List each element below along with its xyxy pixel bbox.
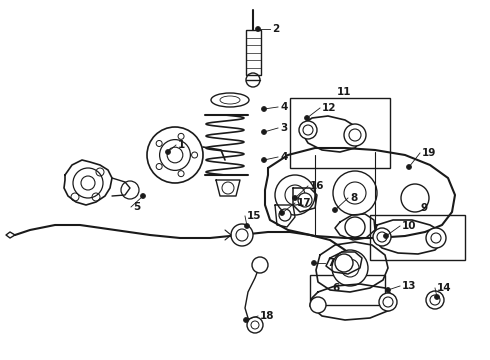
Circle shape xyxy=(345,217,365,237)
Text: 10: 10 xyxy=(402,221,416,231)
Circle shape xyxy=(262,158,267,162)
Circle shape xyxy=(344,124,366,146)
Text: 4: 4 xyxy=(280,102,287,112)
Text: 6: 6 xyxy=(332,283,339,293)
Text: 15: 15 xyxy=(247,211,262,221)
Circle shape xyxy=(293,195,297,201)
Circle shape xyxy=(279,211,285,216)
Circle shape xyxy=(275,175,315,215)
Text: 12: 12 xyxy=(322,103,337,113)
Circle shape xyxy=(252,257,268,273)
Circle shape xyxy=(333,207,338,212)
Text: 16: 16 xyxy=(310,181,324,191)
Text: 17: 17 xyxy=(297,198,312,208)
Bar xyxy=(310,275,385,305)
Circle shape xyxy=(141,194,146,198)
Text: 7: 7 xyxy=(327,258,334,268)
Text: 3: 3 xyxy=(280,123,287,133)
Circle shape xyxy=(386,288,391,292)
Circle shape xyxy=(426,228,446,248)
Circle shape xyxy=(298,193,312,207)
Circle shape xyxy=(373,228,391,246)
Circle shape xyxy=(299,121,317,139)
Text: 13: 13 xyxy=(402,281,416,291)
Circle shape xyxy=(279,209,291,221)
Text: 9: 9 xyxy=(420,203,427,213)
Circle shape xyxy=(426,291,444,309)
Circle shape xyxy=(310,297,326,313)
Circle shape xyxy=(335,254,353,272)
Circle shape xyxy=(435,294,440,300)
Bar xyxy=(290,98,390,168)
Circle shape xyxy=(244,318,248,323)
Bar xyxy=(245,30,261,75)
Circle shape xyxy=(401,184,429,212)
Circle shape xyxy=(379,293,397,311)
Bar xyxy=(370,215,465,260)
Circle shape xyxy=(262,107,267,112)
Text: 14: 14 xyxy=(437,283,452,293)
Circle shape xyxy=(384,234,389,238)
Ellipse shape xyxy=(211,93,249,107)
Text: 4: 4 xyxy=(280,152,287,162)
Text: 8: 8 xyxy=(350,193,357,203)
Text: 5: 5 xyxy=(133,202,140,212)
Circle shape xyxy=(407,165,412,170)
Circle shape xyxy=(333,171,377,215)
Circle shape xyxy=(166,149,171,154)
Text: 18: 18 xyxy=(260,311,274,321)
Circle shape xyxy=(167,147,183,163)
Circle shape xyxy=(304,116,310,121)
Text: 1: 1 xyxy=(178,140,185,150)
Circle shape xyxy=(255,27,261,31)
Circle shape xyxy=(247,317,263,333)
Text: 11: 11 xyxy=(337,87,351,97)
Circle shape xyxy=(332,250,368,286)
Circle shape xyxy=(231,224,253,246)
Circle shape xyxy=(245,224,249,229)
Circle shape xyxy=(147,127,203,183)
Circle shape xyxy=(312,261,317,266)
Text: 2: 2 xyxy=(272,24,279,34)
Circle shape xyxy=(262,130,267,135)
Text: 19: 19 xyxy=(422,148,437,158)
